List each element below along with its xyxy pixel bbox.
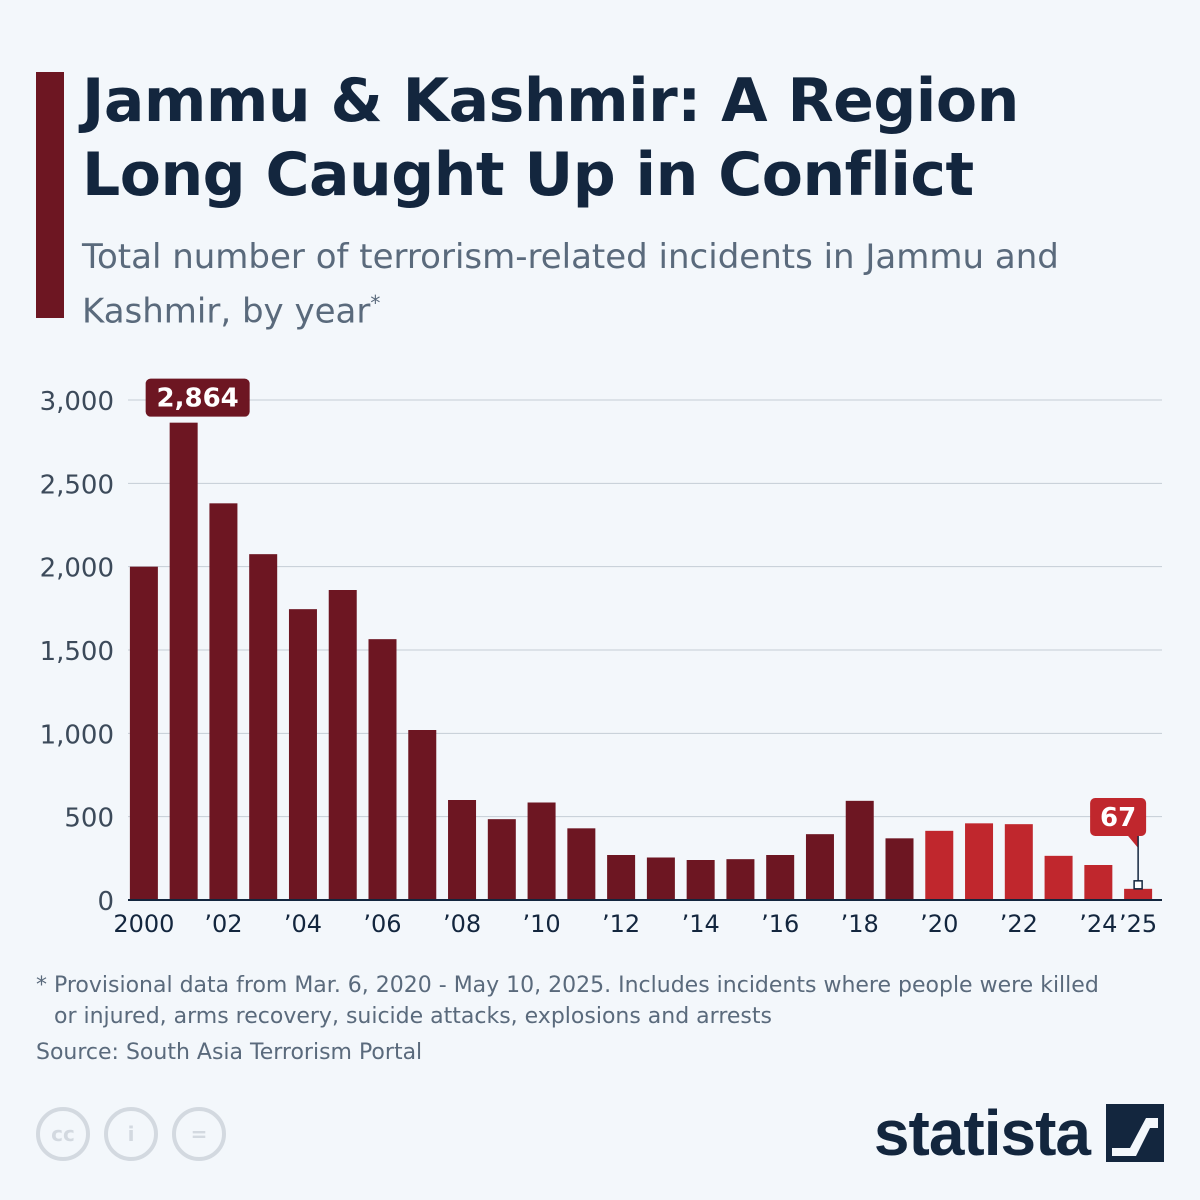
x-tick-label: ’14 [682,910,720,938]
callout-label: 67 [1100,803,1136,833]
callout-box [1090,798,1147,836]
x-tick-label: 2000 [113,910,174,938]
bar [368,639,397,900]
x-tick-label: ’25 [1119,910,1157,938]
callout-pointer [1128,836,1139,848]
x-tick-label: ’10 [522,910,560,938]
footnote-line-1: * Provisional data from Mar. 6, 2020 - M… [36,973,1099,998]
footnote-line-2: or injured, arms recovery, suicide attac… [54,1004,772,1029]
source-note: Source: South Asia Terrorism Portal [36,1040,423,1065]
x-tick-label: ’06 [363,910,401,938]
x-tick-label: ’24 [1079,910,1117,938]
statista-brand[interactable]: statista [873,1097,1164,1169]
bar [805,834,834,900]
x-tick-label: ’08 [443,910,481,938]
cc-icon[interactable]: cc [36,1107,90,1161]
page-subtitle: Total number of terrorism-related incide… [82,234,1082,334]
bar [1044,855,1073,900]
bar [249,554,278,900]
callout-label: 2,864 [157,384,239,414]
y-tick-label: 1,500 [40,637,114,667]
bar [288,609,317,900]
statista-logo-icon [1106,1104,1164,1162]
bar [209,503,238,900]
bar [607,855,636,900]
bar [567,828,596,900]
bar [169,422,198,900]
x-tick-label: ’18 [841,910,879,938]
bar [1124,888,1153,900]
y-tick-label: 2,000 [40,554,114,584]
bar [726,859,755,900]
no-derivatives-icon[interactable]: = [172,1107,226,1161]
y-tick-label: 2,500 [40,470,114,500]
callout-box [145,378,250,417]
bar [1004,824,1033,900]
bar [129,566,158,900]
bar [845,800,874,900]
y-tick-label: 0 [97,887,114,917]
callout-marker [1133,880,1143,890]
bar [686,860,715,900]
bar [487,819,516,900]
x-tick-label: ’16 [761,910,799,938]
statista-wordmark: statista [873,1097,1091,1169]
bar-chart: 0 500 1,000 1,500 2,000 2,500 3,000 2000 ’02 ’04 ’… [40,378,1162,938]
bar [925,830,954,900]
bar [328,590,357,900]
y-tick-label: 1,000 [40,720,114,750]
bar [527,802,556,900]
subtitle-footnote-marker: * [370,291,381,315]
x-tick-label: ’20 [920,910,958,938]
page-title: Jammu & Kashmir: A Region Long Caught Up… [82,66,1019,210]
bar [965,823,994,900]
x-tick-label: ’22 [1000,910,1038,938]
y-tick-label: 3,000 [40,387,114,417]
license-icons: cc i = [36,1107,226,1165]
bar [448,800,477,900]
bar [766,855,795,900]
subtitle-text: Total number of terrorism-related incide… [82,237,1059,332]
bar [885,838,914,900]
x-tick-label: ’04 [284,910,322,938]
title-accent-bar [36,72,64,318]
x-tick-label: ’02 [204,910,242,938]
bar [408,730,437,900]
x-tick-label: ’12 [602,910,640,938]
y-tick-label: 500 [64,804,114,834]
attribution-icon[interactable]: i [104,1107,158,1161]
bar [646,857,675,900]
footnote: * Provisional data from Mar. 6, 2020 - M… [36,970,1166,1032]
bar [1084,865,1113,900]
